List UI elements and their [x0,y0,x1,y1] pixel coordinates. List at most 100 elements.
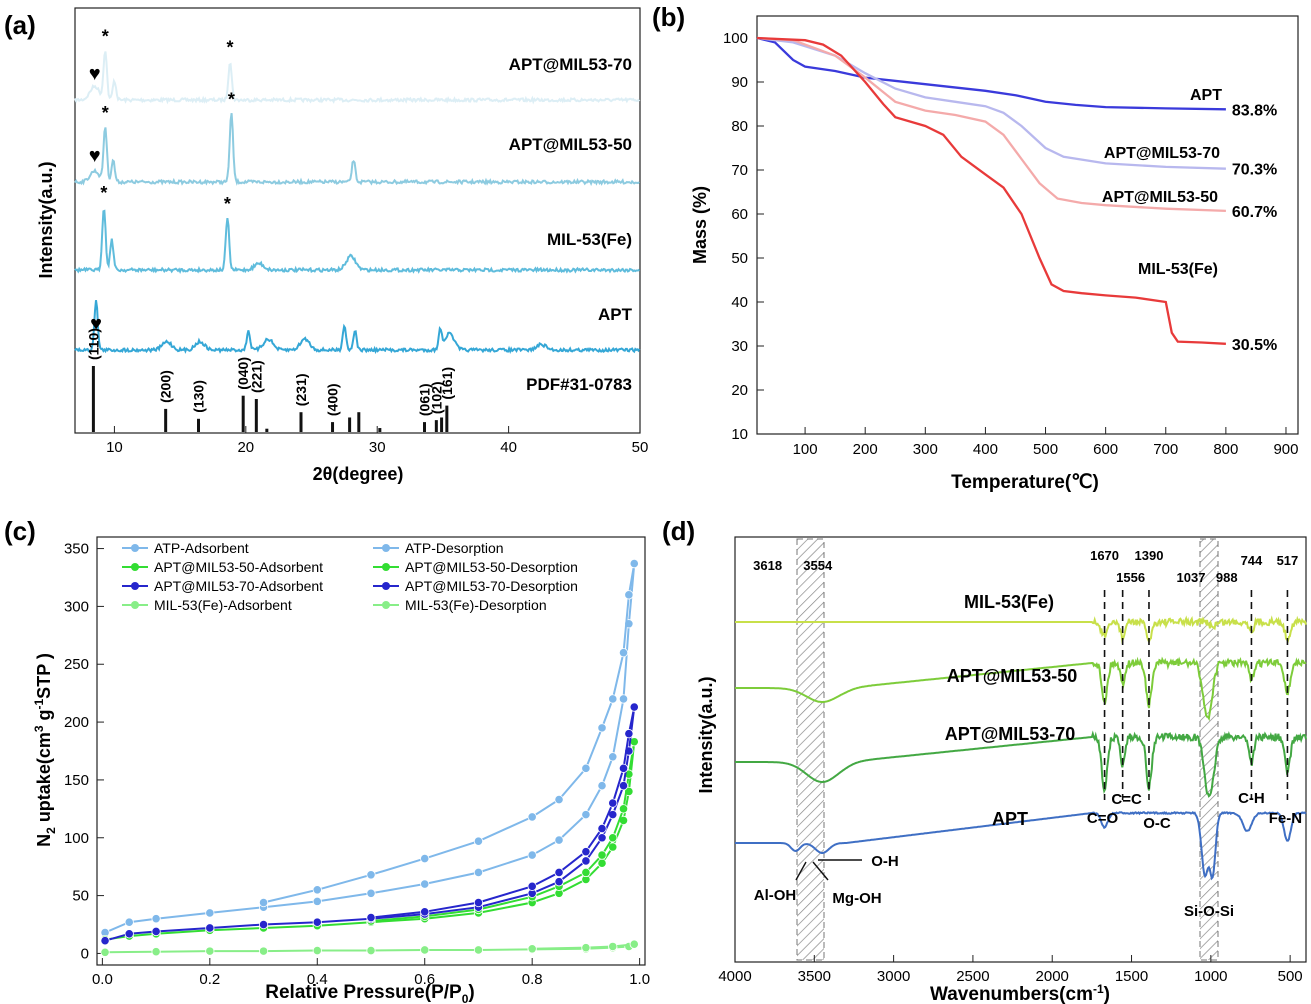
panel-a-xrd: 10 20 30 40 50 APT@MIL53-70♥**APT@MIL53-50♥*… [36,7,648,484]
isotherm-point [151,926,161,937]
isotherm-point [420,907,430,917]
heart-marker: ♥ [89,145,101,167]
series-label: APT@MIL53-70 [945,724,1076,744]
isotherm-point [608,941,618,952]
y-tick-label: 0 [81,945,89,962]
isotherm-point [205,908,215,918]
legend-entry: APT@MIL53-50-Desorption [405,559,578,575]
panel-b-ylabel: Mass (%) [690,186,710,264]
reference-label: PDF#31-0783 [526,375,632,394]
isotherm-point [527,812,537,822]
isotherm-point [312,885,322,895]
arrow-mg-oh [812,861,829,881]
series-label: APT [1190,87,1222,104]
x-tick-label: 200 [853,441,878,458]
isotherm-point [527,944,537,954]
series-label: MIL-53(Fe) [547,230,632,249]
isotherm-point [312,896,322,906]
isotherm-point [151,947,161,957]
x-tick-label: 30 [369,439,386,456]
isotherm-point [597,858,607,868]
panel-d-axes: 4000 3500 3000 2500 2000 1500 1000 500 [718,955,1303,985]
isotherm-point [629,559,639,569]
isotherm-point [258,897,269,908]
isotherm-point [420,945,430,955]
x-tick-label: 0.2 [199,971,220,988]
end-value-label: 83.8% [1232,102,1277,119]
band-assignment: O-C [1143,815,1171,832]
legend-entry: APT@MIL53-70-Adsorbent [154,578,323,594]
hkl-label: (161) [439,367,455,400]
panel-c-isotherm: 0.0 0.2 0.4 0.6 0.8 1.0050100150200250300350 … [32,536,650,1004]
panel-label-a: (a) [4,10,36,40]
isotherm-point [312,917,322,927]
series-label: APT [992,809,1028,829]
panel-d-series: MIL-53(Fe) APT@MIL53-50 APT@MIL53-70 APT [735,592,1307,881]
y-tick-label: 20 [731,382,748,399]
panel-label-c: (c) [4,516,36,546]
x-tick-label: 10 [106,439,123,456]
isotherm-point [124,917,134,927]
isotherm-point [554,867,564,878]
panel-a-xlabel: 2θ(degree) [313,464,404,484]
isotherm-point [258,919,269,930]
end-value-label: 30.5% [1232,337,1277,354]
isotherm-point [473,867,484,878]
panel-b-tga: 100 200 300 400 500 600 700 800 900 10 20 30 40 50 60 7… [690,15,1299,493]
x-tick-label: 400 [973,441,998,458]
xrd-line-0 [74,51,641,105]
isotherm-point [554,877,564,887]
asterisk-marker: * [100,183,107,203]
hkl-label: (061) [417,383,433,416]
isotherm-point [100,947,110,957]
series-label: APT@MIL53-70 [509,55,632,74]
hkl-label: (221) [248,360,264,393]
panel-d-xlabel: Wavenumbers(cm-1) [930,982,1110,1004]
panel-a-x-axis: 10 20 30 40 50 [106,426,648,456]
x-tick-label: 20 [237,439,254,456]
series-label: APT@MIL53-70 [1104,145,1220,162]
isotherm-point [597,833,607,843]
legend-entry: MIL-53(Fe)-Adsorbent [154,597,292,613]
band-assignment: Si-O-Si [1184,903,1234,920]
hkl-label: (102) [428,381,444,414]
x-tick-label: 0.0 [92,971,113,988]
y-tick-label: 100 [64,830,89,847]
legend-swatch-dot [131,582,139,590]
peak-number: 988 [1216,570,1238,585]
x-tick-label: 50 [632,439,649,456]
isotherm-point [581,856,591,866]
band-assignment: C-H [1238,790,1265,807]
legend-swatch-dot [382,601,390,609]
ftir-line-3 [735,811,1307,881]
isotherm-point [420,853,430,864]
y-tick-label: 100 [723,30,748,47]
x-tick-label: 700 [1153,441,1178,458]
x-tick-label: 1500 [1115,968,1148,985]
peak-number: 1556 [1116,570,1145,585]
band-assignment: Fe-N [1269,810,1302,827]
legend-entry: ATP-Adsorbent [154,540,249,556]
x-tick-label: 900 [1273,441,1298,458]
peak-number: 517 [1277,553,1299,568]
isotherm-point [581,810,591,820]
isotherm-point [581,847,591,857]
asterisk-marker: * [228,89,235,109]
x-tick-label: 0.8 [522,971,543,988]
y-tick-label: 150 [64,772,89,789]
panel-c-ylabel: N2 uptake(cm3 g-1STP ) [32,653,58,847]
peak-number: 1670 [1090,548,1119,563]
hkl-label: (200) [158,370,174,403]
panel-c-axes: 0.0 0.2 0.4 0.6 0.8 1.0 0 50 100 150 200 250 300 350 [64,541,650,988]
legend-swatch-dot [382,544,390,552]
isotherm-point [624,729,634,739]
isotherm-line-4 [104,706,636,942]
panel-c-series [100,559,639,957]
isotherm-point [608,752,618,762]
heart-marker: ♥ [90,313,102,335]
panel-b-series: APT 83.8% APT@MIL53-70 70.3% APT@MIL53-50 60.… [756,36,1277,354]
panel-d-frame [734,536,1307,963]
series-label: APT@MIL53-50 [509,135,632,154]
isotherm-point [473,945,484,955]
band-assignment: Al-OH [754,887,797,904]
